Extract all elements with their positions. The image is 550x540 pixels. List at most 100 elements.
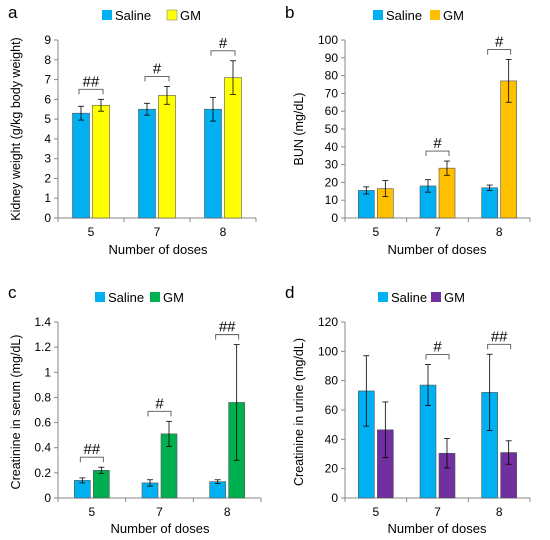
- legend-c: Saline GM: [95, 290, 184, 305]
- y-tick-label-a-7: 7: [44, 73, 51, 87]
- x-axis-label-a: Number of doses: [109, 242, 208, 257]
- y-tick-label-d-3: 60: [325, 403, 339, 417]
- bar-a-saline-5: [72, 112, 90, 219]
- x-tick-label-d-1: 7: [434, 505, 441, 519]
- legend-label-gm-d: GM: [444, 290, 465, 305]
- legend-swatch-saline-b: [373, 10, 383, 20]
- panel-letter-a: a: [8, 3, 18, 22]
- x-tick-label-c-2: 8: [224, 505, 231, 519]
- significance-bracket-d-7: [425, 354, 450, 360]
- significance-bracket-c-5: [79, 456, 104, 463]
- panel-c: c 00.20.40.60.811.21.45 7 8##### Saline GM…: [8, 283, 262, 536]
- significance-label-a-8: #: [219, 35, 228, 52]
- y-tick-label-a-3: 3: [44, 152, 51, 166]
- y-tick-label-d-1: 20: [325, 462, 339, 476]
- x-tick-label-a-2: 8: [220, 225, 227, 239]
- y-tick-label-b-6: 60: [325, 104, 339, 118]
- y-tick-label-b-7: 70: [325, 86, 339, 100]
- y-tick-label-d-2: 40: [325, 432, 339, 446]
- legend-a: Saline GM: [102, 8, 201, 23]
- y-tick-label-c-3: 0.6: [34, 416, 51, 430]
- x-tick-label-a-1: 7: [154, 225, 161, 239]
- y-tick-label-a-5: 5: [44, 112, 51, 126]
- bar-a-gm-7: [158, 95, 176, 219]
- y-tick-label-b-5: 50: [325, 122, 339, 136]
- significance-bracket-b-7: [425, 150, 450, 157]
- legend-label-saline-c: Saline: [108, 290, 144, 305]
- significance-label-b-8: #: [495, 34, 504, 51]
- significance-label-c-7: #: [155, 395, 164, 412]
- y-tick-label-a-2: 2: [44, 171, 51, 185]
- significance-label-d-7: #: [433, 339, 442, 356]
- legend-swatch-gm-c: [150, 292, 160, 302]
- y-tick-label-c-4: 0.8: [34, 390, 51, 404]
- bar-a-saline-8: [204, 108, 222, 219]
- y-tick-label-b-3: 30: [325, 158, 339, 172]
- x-tick-label-c-0: 5: [88, 505, 95, 519]
- x-tick-label-a-0: 5: [88, 225, 95, 239]
- bar-c-saline-8: [209, 481, 226, 499]
- bar-b-saline-5: [358, 190, 375, 219]
- y-axis-label-b: BUN (mg/dL): [292, 93, 306, 166]
- x-tick-label-b-1: 7: [434, 225, 441, 239]
- legend-label-gm-a: GM: [180, 8, 201, 23]
- significance-label-a-5: ##: [83, 73, 100, 90]
- y-tick-label-d-0: 0: [331, 491, 338, 505]
- significance-bracket-b-8: [487, 49, 512, 55]
- y-axis-label-c: Creatinine in serum (mg/dL): [9, 335, 23, 490]
- y-tick-label-d-5: 100: [318, 344, 338, 358]
- legend-label-gm-b: GM: [443, 8, 464, 23]
- legend-b: Saline GM: [373, 8, 464, 23]
- legend-swatch-gm-a: [166, 9, 178, 21]
- legend-label-saline-a: Saline: [115, 8, 151, 23]
- y-tick-label-a-4: 4: [44, 132, 51, 146]
- x-axis-label-b: Number of doses: [388, 242, 487, 257]
- y-tick-label-a-1: 1: [44, 191, 51, 205]
- y-tick-label-a-6: 6: [44, 92, 51, 106]
- significance-label-c-8: ##: [219, 319, 236, 336]
- x-tick-label-d-2: 8: [496, 505, 503, 519]
- y-tick-label-b-9: 90: [325, 51, 339, 65]
- significance-bracket-a-8: [210, 50, 236, 56]
- legend-label-saline-b: Saline: [386, 8, 422, 23]
- panel-letter-b: b: [285, 3, 294, 22]
- bar-a-gm-5: [92, 104, 110, 219]
- y-tick-label-b-8: 80: [325, 69, 339, 83]
- y-tick-label-d-6: 120: [318, 315, 338, 329]
- bar-a-gm-8: [224, 77, 242, 219]
- bar-c-gm-5: [93, 470, 110, 499]
- legend-d: Saline GM: [378, 290, 465, 305]
- y-tick-label-b-4: 40: [325, 140, 339, 154]
- legend-swatch-saline-a: [102, 10, 112, 20]
- y-tick-label-c-5: 1: [44, 365, 51, 379]
- panel-letter-c: c: [8, 283, 17, 302]
- significance-bracket-c-7: [147, 410, 172, 417]
- y-tick-label-a-0: 0: [44, 211, 51, 225]
- legend-label-gm-c: GM: [163, 290, 184, 305]
- x-tick-label-b-2: 8: [496, 225, 503, 239]
- legend-swatch-saline-d: [378, 292, 388, 302]
- plot-area-c: 00.20.40.60.811.21.45 7 8#####: [34, 315, 262, 519]
- bar-a-saline-7: [138, 108, 156, 219]
- bar-b-saline-8: [481, 187, 498, 219]
- x-tick-label-b-0: 5: [372, 225, 379, 239]
- y-tick-label-c-6: 1.2: [34, 340, 51, 354]
- significance-bracket-a-7: [144, 76, 170, 82]
- y-tick-label-c-2: 0.4: [34, 441, 51, 455]
- y-tick-label-b-10: 100: [318, 33, 338, 47]
- significance-bracket-d-8: [487, 343, 512, 350]
- y-tick-label-c-7: 1.4: [34, 315, 51, 329]
- y-tick-label-d-4: 80: [325, 374, 339, 388]
- y-tick-label-b-1: 10: [325, 193, 339, 207]
- y-tick-label-b-0: 0: [331, 211, 338, 225]
- x-tick-label-d-0: 5: [372, 505, 379, 519]
- y-tick-label-a-8: 8: [44, 53, 51, 67]
- significance-label-a-7: #: [153, 60, 162, 77]
- y-axis-label-d: Creatinine in urine (mg/dL): [292, 338, 306, 486]
- y-tick-label-c-1: 0.2: [34, 466, 51, 480]
